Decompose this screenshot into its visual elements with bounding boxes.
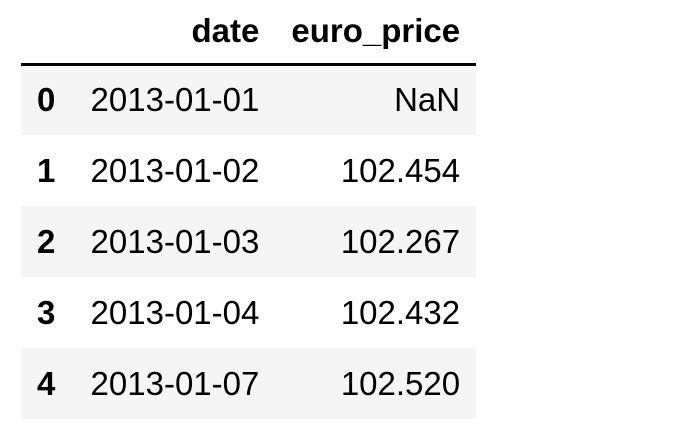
euro-price-cell: 102.520 (340, 364, 461, 402)
dataframe-header-row: date euro_price (21, 0, 477, 66)
column-header-date: date (71, 0, 276, 66)
table-row: 3 2013-01-04 102.432 (21, 277, 476, 348)
row-index: 4 (37, 364, 56, 402)
table-row: 4 2013-01-07 102.520 (21, 348, 477, 419)
row-index: 2 (37, 222, 56, 260)
date-cell: 2013-01-04 (90, 293, 260, 331)
date-cell: 2013-01-01 (90, 81, 260, 119)
table-row: 0 2013-01-01 NaN (21, 64, 477, 135)
dataframe-table: date euro_price 0 2013-01-01 NaN 1 2013-… (21, 0, 477, 419)
date-cell: 2013-01-02 (90, 151, 260, 189)
euro-price-cell: NaN (394, 81, 461, 119)
row-index: 3 (37, 293, 56, 331)
euro-price-cell: 102.454 (340, 151, 461, 189)
row-index: 1 (37, 151, 56, 189)
table-row: 2 2013-01-03 102.267 (21, 206, 477, 277)
date-cell: 2013-01-07 (90, 364, 260, 402)
euro-price-cell: 102.432 (340, 293, 461, 331)
column-header-euro-price: euro_price (275, 0, 477, 66)
index-column-header (21, 0, 72, 66)
date-cell: 2013-01-03 (90, 222, 260, 260)
row-index: 0 (37, 81, 56, 119)
table-row: 1 2013-01-02 102.454 (21, 135, 476, 206)
euro-price-cell: 102.267 (340, 222, 461, 260)
